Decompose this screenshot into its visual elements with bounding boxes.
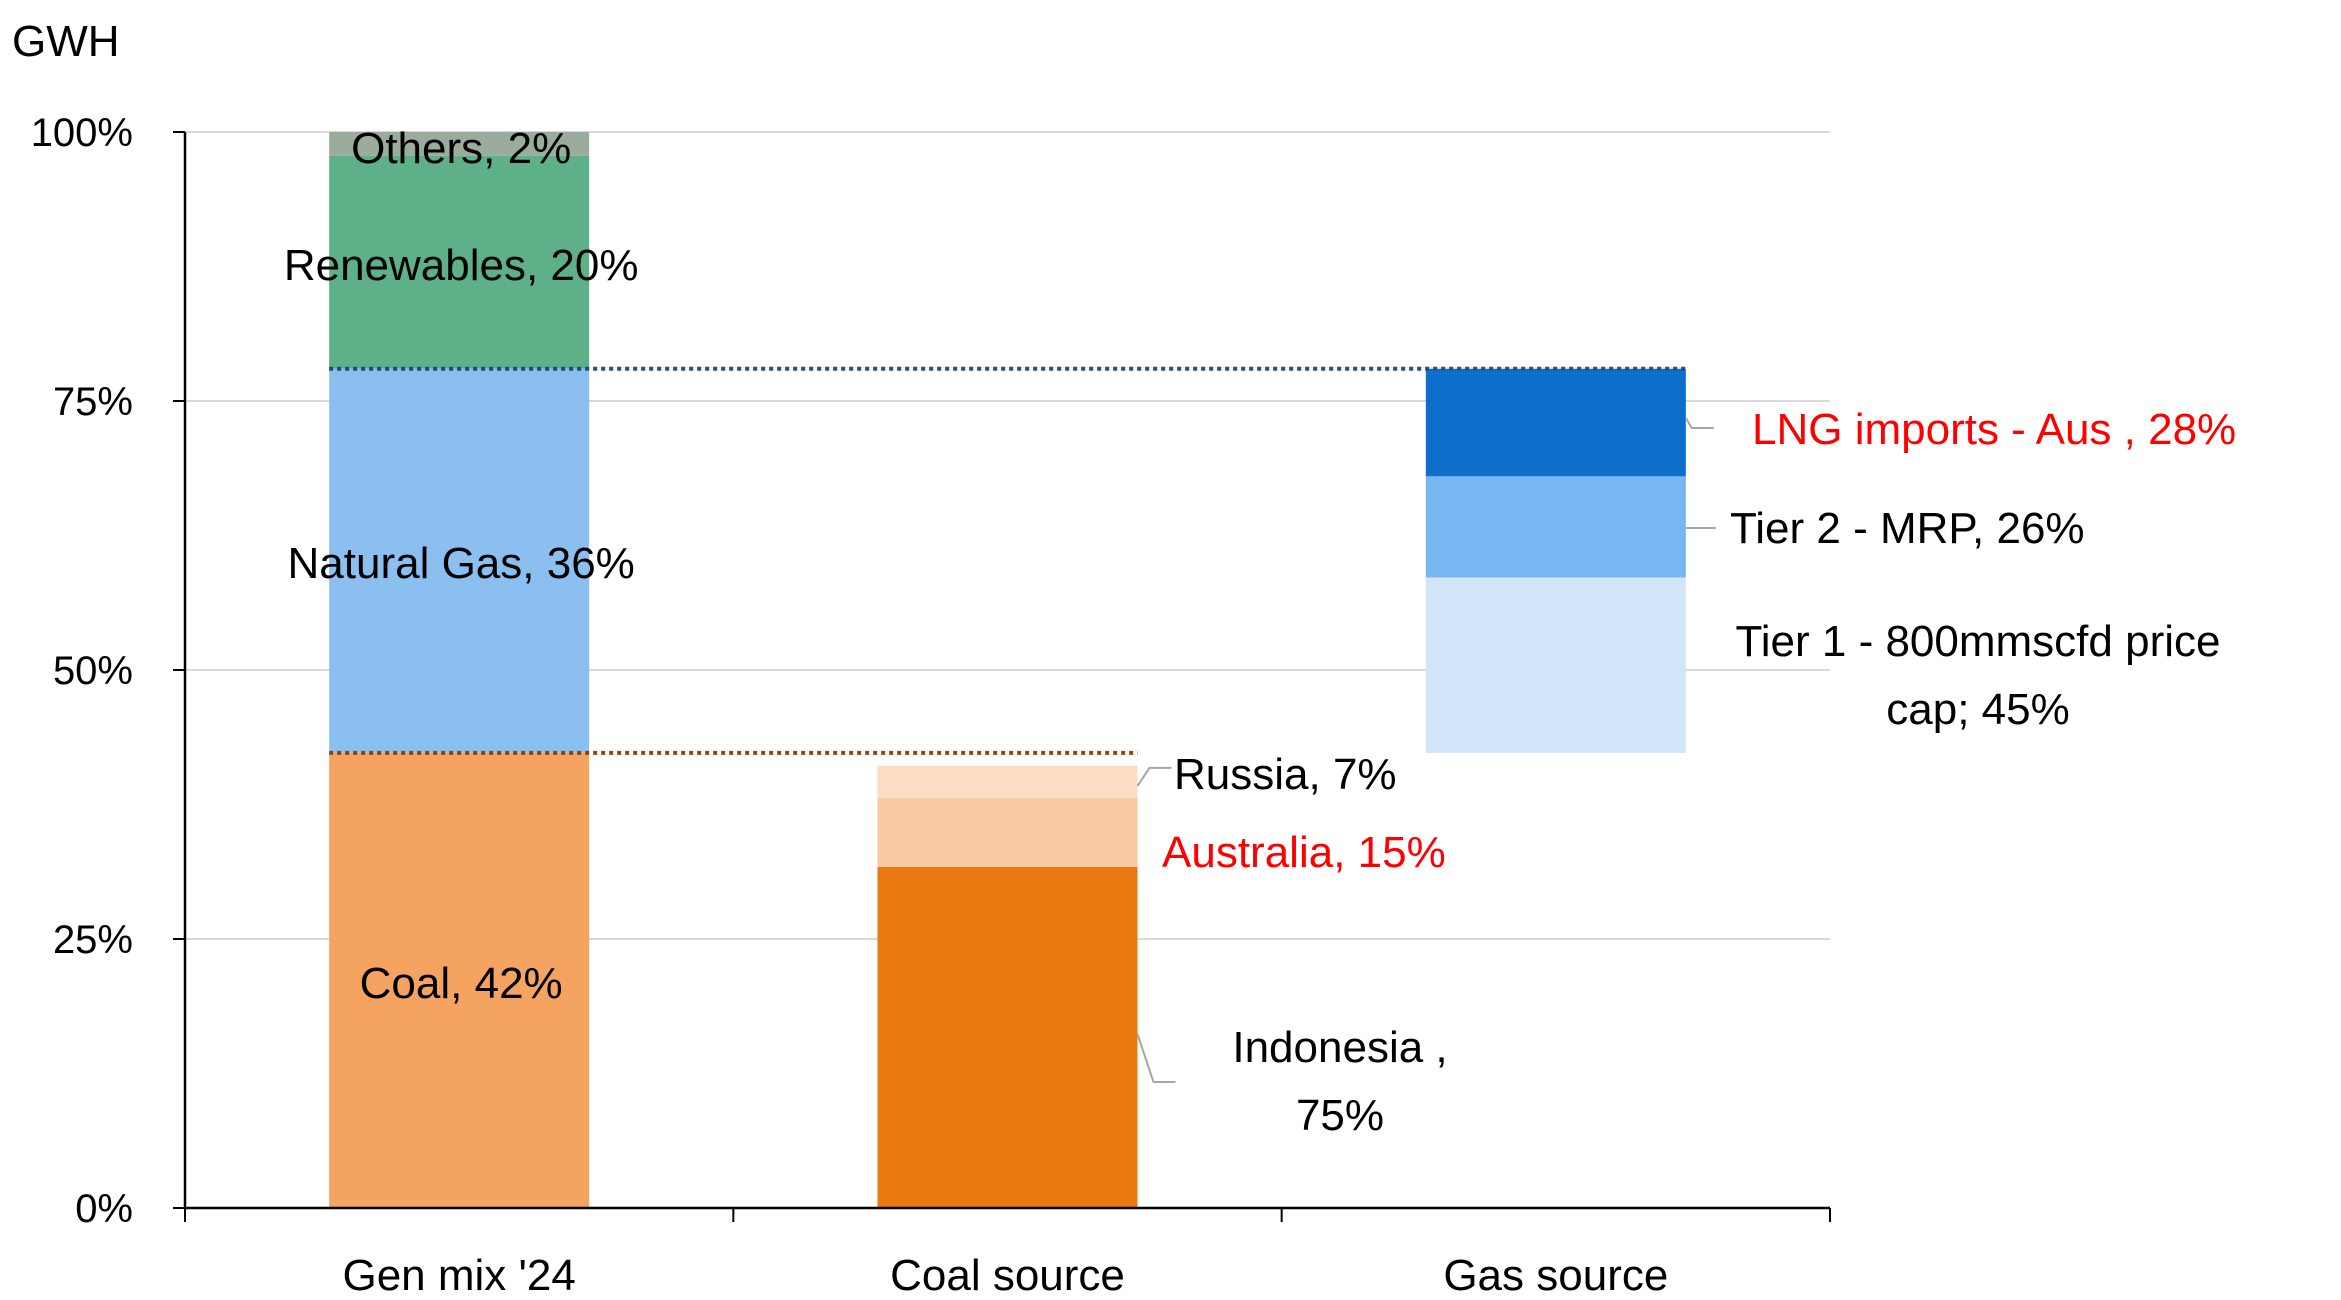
bar-segment-coal-source-russia [877,765,1138,799]
y-tick-label-75: 75% [53,380,133,424]
callout-line: Australia, 15% [1162,828,1446,877]
callout-label-russia: Russia, 7% [1174,750,1397,799]
axes [173,131,1831,1222]
segment-label-renewables: Renewables, 20% [284,241,639,290]
callout-label-indonesia: Indonesia , 75% [1232,1023,1447,1140]
bar-segment-gas-source-tier-1 [1425,577,1686,753]
callout-line: cap; 45% [1886,685,2069,734]
bar-segment-coal-source-indonesia [877,866,1138,1208]
leader-line-lng-imports [1684,417,1714,429]
category-label-gen-mix-24: Gen mix '24 [342,1251,575,1300]
y-axis-label: GWH [12,17,120,66]
bar-segment-gen-mix-24-renewables [329,155,590,369]
category-labels: Gen mix '24 Coal source Gas source [342,1251,1668,1300]
leader-line-russia [1136,766,1172,787]
callout-line: 75% [1296,1091,1384,1140]
reference-lines [329,366,1686,755]
leader-line-indonesia [1136,1033,1176,1083]
callout-line: Tier 1 - 800mmscfd price [1736,617,2221,666]
y-tick-labels: 0% 25% 50% 75% 100% [31,111,133,1231]
segment-label-others: Others, 2% [351,124,571,173]
callout-line: Tier 2 - MRP, 26% [1730,504,2085,553]
callout-label-tier-1: Tier 1 - 800mmscfd price cap; 45% [1736,617,2221,734]
segment-label-coal: Coal, 42% [360,959,563,1008]
callout-label-lng-imports: LNG imports - Aus , 28% [1752,405,2236,454]
segment-label-natural-gas: Natural Gas, 36% [288,539,635,588]
y-tick-label-25: 25% [53,918,133,962]
bar-segment-gen-mix-24-coal [329,752,590,1208]
bar-segment-gas-source-lng-imports [1425,368,1686,477]
bar-segment-coal-source-australia [877,798,1138,867]
callout-line: Russia, 7% [1174,750,1397,799]
bars [329,132,1686,1208]
bar-segment-gas-source-tier-2 [1425,476,1686,578]
y-tick-label-0: 0% [75,1187,133,1231]
segment-labels: Coal, 42% Natural Gas, 36% Renewables, 20%… [284,124,639,1008]
category-label-gas-source: Gas source [1443,1251,1668,1300]
category-label-coal-source: Coal source [890,1251,1125,1300]
callout-label-tier-2: Tier 2 - MRP, 26% [1730,504,2085,553]
callout-labels: Russia, 7% Australia, 15% Indonesia , 75% LN… [1136,405,2236,1140]
bar-segment-gen-mix-24-others [329,132,590,156]
callout-line: Indonesia , [1232,1023,1447,1072]
bar-segment-gen-mix-24-natural-gas [329,368,590,753]
y-tick-label-50: 50% [53,649,133,693]
y-tick-label-100: 100% [31,111,133,155]
callout-label-australia: Australia, 15% [1162,828,1446,877]
callout-line: LNG imports - Aus , 28% [1752,405,2236,454]
